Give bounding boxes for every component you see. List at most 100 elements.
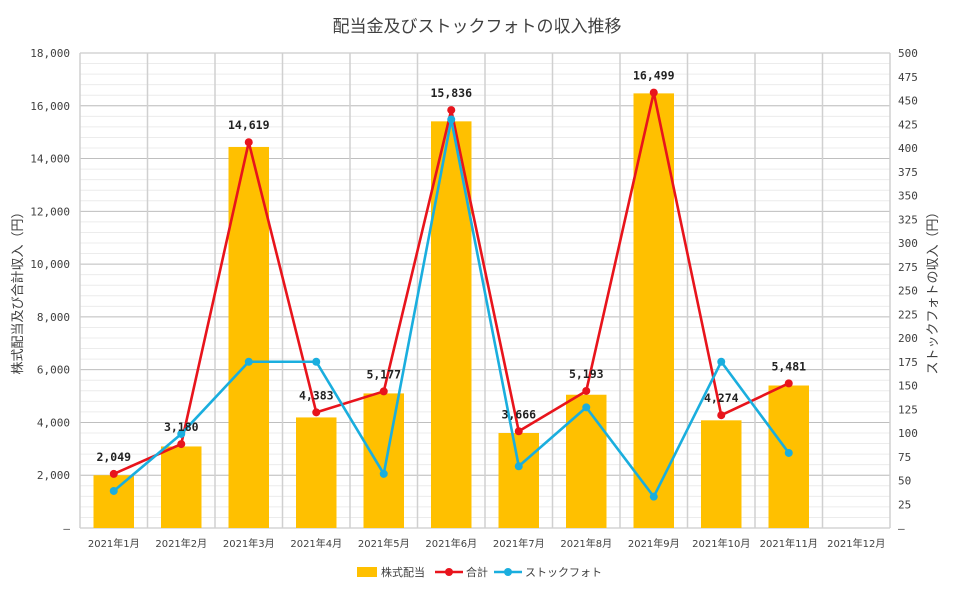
bar-dividend: [633, 93, 674, 528]
bar-dividend: [93, 475, 134, 528]
series-point: [784, 379, 793, 388]
legend-swatch-marker: [445, 568, 453, 576]
series-point: [109, 486, 118, 495]
series-point: [244, 357, 253, 366]
x-tick-label: 2021年12月: [827, 537, 885, 550]
series-point: [717, 411, 726, 420]
y2-tick-label: 425: [898, 118, 918, 131]
x-tick-label: 2021年9月: [628, 537, 680, 550]
data-label: 15,836: [430, 86, 472, 100]
y-tick-label: 10,000: [30, 258, 70, 271]
series-point: [379, 387, 388, 396]
left-axis-label: 株式配当及び合計収入（円）: [10, 205, 26, 374]
y2-tick-label: 475: [898, 71, 918, 84]
bar-dividend: [296, 417, 337, 528]
y2-tick-label: 150: [898, 380, 918, 393]
data-labels: 2,049 3,180 14,619 4,383 5,177 15,836 3,666 5,1…: [96, 69, 806, 464]
series-point: [244, 138, 253, 147]
bar-dividend: [363, 393, 404, 528]
right-y-ticks: – 25 50 75 100 125 150 175 200 225 250 275 300 325 350…: [898, 47, 918, 535]
y2-tick-label: 400: [898, 142, 918, 155]
series-point: [784, 448, 793, 457]
chart-title: 配当金及びストックフォトの収入推移: [333, 17, 622, 37]
y-tick-label: 8,000: [37, 311, 70, 324]
series-point: [447, 106, 456, 115]
y2-tick-label: 350: [898, 190, 918, 203]
x-tick-label: 2021年2月: [155, 537, 207, 550]
series-point: [514, 462, 523, 471]
y-tick-label: 12,000: [30, 205, 70, 218]
data-label: 2,049: [96, 450, 131, 464]
series-point: [177, 440, 186, 449]
data-label: 4,274: [704, 391, 739, 405]
series-point: [582, 386, 591, 395]
x-tick-label: 2021年11月: [760, 537, 818, 550]
x-tick-label: 2021年7月: [493, 537, 545, 550]
y-tick-label: 2,000: [37, 469, 70, 482]
y2-tick-label: 225: [898, 308, 918, 321]
y2-tick-label: 300: [898, 237, 918, 250]
y-tick-label: 6,000: [37, 364, 70, 377]
y2-tick-label: 25: [898, 498, 911, 511]
data-label: 5,193: [569, 367, 604, 381]
y2-tick-label: 175: [898, 356, 918, 369]
left-y-ticks: – 2,000 4,000 6,000 8,000 10,000 12,000 14,000 1…: [30, 47, 70, 535]
bar-dividend: [228, 146, 269, 528]
y2-tick-label: 500: [898, 47, 918, 60]
data-label: 14,619: [228, 118, 270, 132]
right-axis-label: ストックフォトの収入（円）: [926, 205, 941, 374]
x-tick-label: 2021年10月: [692, 537, 750, 550]
legend: 株式配当 合計 ストックフォト: [357, 565, 602, 579]
y-tick-label: 4,000: [37, 416, 70, 429]
series-point: [312, 408, 321, 417]
x-tick-label: 2021年4月: [290, 537, 342, 550]
y2-tick-label: 325: [898, 213, 918, 226]
bar-dividend: [701, 420, 742, 528]
y2-tick-label: –: [898, 522, 905, 535]
y-tick-label: 16,000: [30, 100, 70, 113]
data-label: 3,666: [501, 407, 536, 421]
grid: [79, 52, 891, 529]
bar-dividend: [566, 394, 607, 528]
series-point: [649, 88, 658, 97]
data-label: 3,180: [164, 420, 199, 434]
y2-tick-label: 50: [898, 475, 911, 488]
y2-tick-label: 250: [898, 285, 918, 298]
x-tick-label: 2021年5月: [358, 537, 410, 550]
x-tick-label: 2021年6月: [425, 537, 477, 550]
y2-tick-label: 75: [898, 451, 911, 464]
series-point: [312, 357, 321, 366]
series-point: [379, 469, 388, 478]
series-point: [514, 427, 523, 436]
bar-dividend: [161, 446, 202, 528]
series-point: [177, 429, 186, 438]
y2-tick-label: 200: [898, 332, 918, 345]
data-label: 16,499: [633, 69, 675, 83]
series-point: [717, 357, 726, 366]
y2-tick-label: 375: [898, 166, 918, 179]
legend-label: 合計: [466, 565, 488, 579]
legend-swatch-bar: [357, 567, 377, 577]
series-point: [649, 492, 658, 501]
x-tick-label: 2021年8月: [560, 537, 612, 550]
y-tick-label: –: [63, 522, 70, 535]
x-tick-label: 2021年1月: [88, 537, 140, 550]
y-tick-label: 18,000: [30, 47, 70, 60]
legend-label: ストックフォト: [525, 566, 602, 579]
bar-dividend: [498, 433, 539, 528]
legend-label: 株式配当: [381, 565, 425, 579]
legend-swatch-marker: [504, 568, 512, 576]
y2-tick-label: 100: [898, 427, 918, 440]
series-point: [109, 469, 118, 478]
data-label: 4,383: [299, 388, 334, 402]
y2-tick-label: 450: [898, 95, 918, 108]
y-tick-label: 14,000: [30, 153, 70, 166]
y2-tick-label: 125: [898, 403, 918, 416]
line-series: [109, 88, 793, 501]
series-point: [447, 115, 456, 124]
y2-tick-label: 275: [898, 261, 918, 274]
x-tick-label: 2021年3月: [223, 537, 275, 550]
series-point: [582, 403, 591, 412]
data-label: 5,177: [366, 367, 401, 381]
